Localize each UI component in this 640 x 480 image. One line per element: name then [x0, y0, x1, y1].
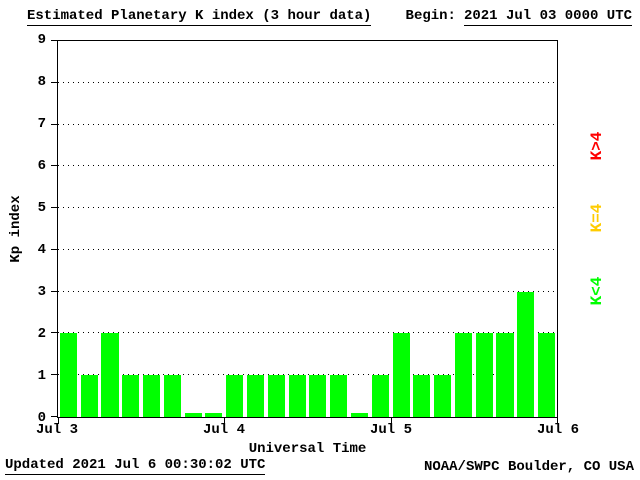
kp-bar — [184, 413, 202, 417]
y-tick-mark — [51, 81, 57, 83]
begin-label: Begin: — [405, 8, 456, 24]
y-tick-mark — [51, 207, 57, 209]
kp-bar — [350, 413, 368, 417]
y-tick-mark — [51, 374, 57, 376]
bars — [58, 41, 557, 417]
x-tick-label: Jul 3 — [35, 422, 79, 438]
gridline — [58, 248, 557, 250]
updated-timestamp: Updated 2021 Jul 6 00:30:02 UTC — [5, 457, 266, 475]
y-tick-label: 4 — [37, 242, 46, 258]
gridline — [58, 81, 557, 83]
y-tick-mark — [51, 248, 57, 250]
y-tick-label: 7 — [37, 116, 46, 132]
y-tick-label: 5 — [37, 200, 46, 216]
kp-bar — [205, 413, 223, 417]
y-tick-label: 0 — [37, 410, 46, 426]
y-axis-labels: 0 1 2 3 4 5 6 7 8 9 — [0, 33, 50, 425]
kp-bar — [517, 291, 535, 417]
y-tick-label: 1 — [37, 368, 46, 384]
gridline — [58, 123, 557, 125]
kp-bar — [163, 375, 181, 417]
x-axis-title: Universal Time — [248, 441, 367, 457]
y-tick-mark — [51, 332, 57, 334]
x-tick-label: Jul 5 — [369, 422, 413, 438]
y-tick-label: 6 — [37, 158, 46, 174]
plot-area — [51, 40, 558, 424]
y-tick-label: 2 — [37, 326, 46, 342]
source-attribution: NOAA/SWPC Boulder, CO USA — [423, 459, 634, 475]
kp-bar — [288, 375, 306, 417]
kp-bar — [309, 375, 327, 417]
x-tick-mark — [224, 418, 226, 424]
gridline — [58, 332, 557, 334]
kp-bar — [413, 375, 431, 417]
gridline — [58, 374, 557, 376]
kp-bar — [371, 375, 389, 417]
x-tick-label: Jul 4 — [202, 422, 246, 438]
kp-bar — [122, 375, 140, 417]
kp-bar — [330, 375, 348, 417]
gridline — [58, 207, 557, 209]
y-tick-label: 8 — [37, 74, 46, 90]
legend-item: K<4 — [588, 276, 606, 306]
kp-bar — [454, 333, 472, 417]
begin-info: Begin: 2021 Jul 03 0000 UTC — [405, 8, 632, 26]
kp-bar — [246, 375, 265, 417]
kp-bar — [392, 333, 410, 417]
kp-bar — [143, 375, 161, 417]
y-tick-mark — [51, 123, 57, 125]
gridline — [58, 165, 557, 167]
x-tick-mark — [58, 418, 59, 424]
y-tick-mark — [51, 290, 57, 292]
x-tick-mark — [557, 418, 558, 424]
gridlines — [58, 41, 557, 417]
kp-bar — [101, 333, 119, 417]
kp-bar — [475, 333, 493, 417]
x-tick-label: Jul 6 — [536, 422, 580, 438]
kp-bar — [434, 375, 452, 417]
kp-bar — [496, 333, 514, 417]
y-tick-mark — [51, 165, 57, 167]
kp-bar — [267, 375, 285, 417]
legend-item: K=4 — [588, 203, 606, 233]
y-tick-label: 9 — [37, 32, 46, 48]
begin-value: 2021 Jul 03 0000 UTC — [463, 8, 632, 26]
kp-bar — [226, 375, 244, 417]
legend-item: K>4 — [588, 131, 606, 161]
y-tick-mark — [51, 40, 57, 41]
kp-bar — [80, 375, 98, 417]
y-tick-mark — [51, 416, 57, 417]
x-axis-labels: Jul 3 Jul 4 Jul 5 Jul 6 — [36, 422, 579, 438]
kp-bar — [538, 333, 556, 417]
chart-title: Estimated Planetary K index (3 hour data… — [27, 8, 372, 26]
y-tick-label: 3 — [37, 284, 46, 300]
gridline — [58, 290, 557, 292]
x-tick-mark — [390, 418, 392, 424]
kp-bar — [59, 333, 77, 417]
